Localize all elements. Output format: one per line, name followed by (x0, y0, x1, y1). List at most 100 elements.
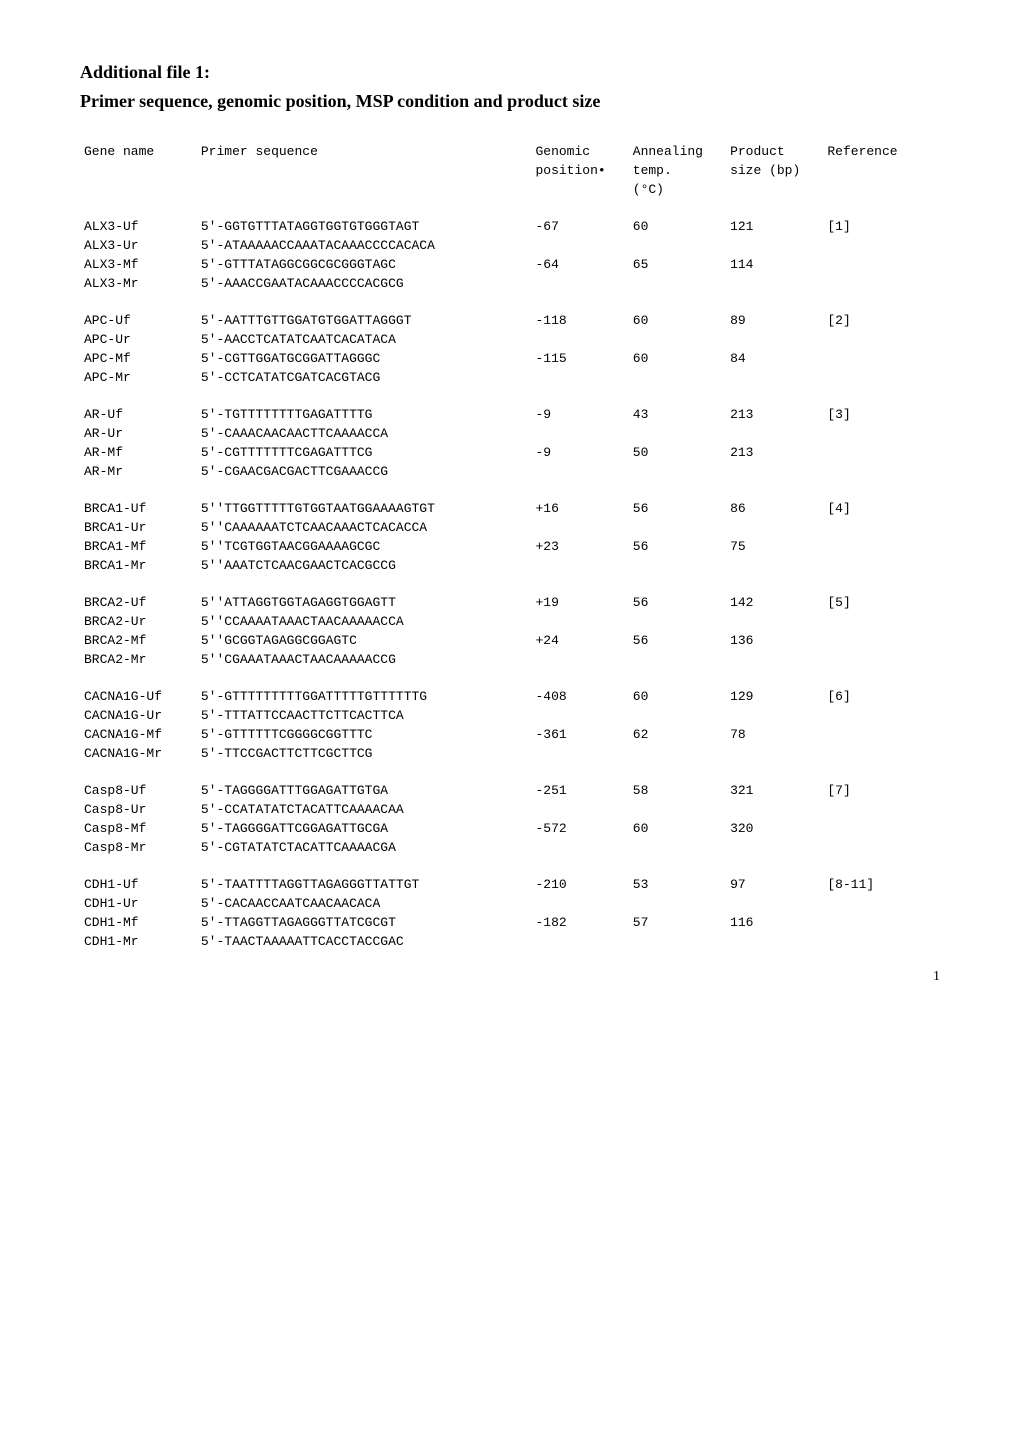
cell-gene: CDH1-Mr (80, 932, 197, 951)
cell-primer: 5'-AATTTGTTGGATGTGGATTAGGGT (197, 311, 532, 330)
table-row: ALX3-Ur5'-ATAAAAACCAAATACAAACCCCACACA (80, 236, 940, 255)
cell-ref (823, 913, 940, 932)
cell-pos (531, 612, 628, 631)
table-row: CDH1-Mf5'-TTAGGTTAGAGGGTTATCGCGT-1825711… (80, 913, 940, 932)
cell-temp: 60 (629, 819, 726, 838)
cell-pos: -64 (531, 255, 628, 274)
table-row: CACNA1G-Mf5'-GTTTTTTCGGGGCGGTTTC-3616278 (80, 725, 940, 744)
group-spacer (80, 951, 940, 969)
cell-ref (823, 932, 940, 951)
cell-size (726, 800, 823, 819)
cell-primer: 5'-CGAACGACGACTTCGAAACCG (197, 462, 532, 481)
cell-size (726, 236, 823, 255)
cell-temp (629, 706, 726, 725)
table-row: AR-Ur5'-CAAACAACAACTTCAAAACCA (80, 424, 940, 443)
cell-size: 321 (726, 781, 823, 800)
col-pos-header-1: Genomic (531, 142, 628, 161)
cell-primer: 5'-CCATATATCTACATTCAAAACAA (197, 800, 532, 819)
cell-temp (629, 368, 726, 387)
cell-ref: [6] (823, 687, 940, 706)
cell-temp: 56 (629, 537, 726, 556)
table-row: BRCA2-Uf5''ATTAGGTGGTAGAGGTGGAGTT+195614… (80, 593, 940, 612)
table-row: APC-Mf5'-CGTTGGATGCGGATTAGGGC-1156084 (80, 349, 940, 368)
cell-temp: 60 (629, 349, 726, 368)
doc-title: Additional file 1: (80, 60, 940, 85)
table-row: BRCA2-Ur5''CCAAAATAAACTAACAAAAACCA (80, 612, 940, 631)
table-row: ALX3-Mr5'-AAACCGAATACAAACCCCACGCG (80, 274, 940, 293)
cell-size (726, 838, 823, 857)
col-temp-header-1: Annealing (629, 142, 726, 161)
group-spacer (80, 387, 940, 405)
cell-ref: [4] (823, 499, 940, 518)
cell-ref (823, 443, 940, 462)
cell-ref (823, 650, 940, 669)
cell-size (726, 556, 823, 575)
col-size-header-1: Product (726, 142, 823, 161)
cell-gene: CDH1-Mf (80, 913, 197, 932)
cell-gene: APC-Mf (80, 349, 197, 368)
cell-gene: CACNA1G-Mf (80, 725, 197, 744)
cell-size (726, 706, 823, 725)
table-row: AR-Mr5'-CGAACGACGACTTCGAAACCG (80, 462, 940, 481)
cell-primer: 5'-ATAAAAACCAAATACAAACCCCACACA (197, 236, 532, 255)
table-row: AR-Uf5'-TGTTTTTTTTGAGATTTTG-943213[3] (80, 405, 940, 424)
cell-temp (629, 330, 726, 349)
cell-temp: 65 (629, 255, 726, 274)
table-row: ALX3-Uf5'-GGTGTTTATAGGTGGTGTGGGTAGT-6760… (80, 217, 940, 236)
table-row: APC-Uf5'-AATTTGTTGGATGTGGATTAGGGT-118608… (80, 311, 940, 330)
cell-size: 75 (726, 537, 823, 556)
cell-size: 320 (726, 819, 823, 838)
cell-size: 136 (726, 631, 823, 650)
cell-temp: 50 (629, 443, 726, 462)
col-temp-header-3: (°C) (629, 180, 726, 199)
cell-pos: -9 (531, 443, 628, 462)
col-size-header-2: size (bp) (726, 161, 823, 180)
cell-size (726, 894, 823, 913)
cell-ref (823, 744, 940, 763)
cell-ref (823, 800, 940, 819)
cell-primer: 5''CCAAAATAAACTAACAAAAACCA (197, 612, 532, 631)
table-row: AR-Mf5'-CGTTTTTTTCGAGATTTCG-950213 (80, 443, 940, 462)
cell-gene: BRCA1-Mr (80, 556, 197, 575)
cell-gene: BRCA1-Mf (80, 537, 197, 556)
cell-pos: +24 (531, 631, 628, 650)
cell-temp (629, 556, 726, 575)
table-row: BRCA1-Mr5''AAATCTCAACGAACTCACGCCG (80, 556, 940, 575)
cell-temp: 60 (629, 217, 726, 236)
cell-pos: -182 (531, 913, 628, 932)
cell-gene: APC-Mr (80, 368, 197, 387)
cell-pos (531, 706, 628, 725)
cell-temp (629, 800, 726, 819)
cell-pos: -67 (531, 217, 628, 236)
cell-pos (531, 556, 628, 575)
cell-size: 97 (726, 875, 823, 894)
cell-pos (531, 518, 628, 537)
table-row: BRCA2-Mf5''GCGGTAGAGGCGGAGTC+2456136 (80, 631, 940, 650)
cell-ref (823, 631, 940, 650)
cell-ref (823, 894, 940, 913)
cell-primer: 5'-CGTTTTTTTCGAGATTTCG (197, 443, 532, 462)
cell-primer: 5'-TAGGGGATTTGGAGATTGTGA (197, 781, 532, 800)
cell-pos (531, 424, 628, 443)
cell-pos (531, 650, 628, 669)
cell-ref: [7] (823, 781, 940, 800)
cell-gene: AR-Mr (80, 462, 197, 481)
cell-gene: AR-Ur (80, 424, 197, 443)
cell-gene: ALX3-Mr (80, 274, 197, 293)
cell-ref (823, 236, 940, 255)
cell-pos: -210 (531, 875, 628, 894)
cell-gene: BRCA2-Ur (80, 612, 197, 631)
cell-primer: 5'-CGTTGGATGCGGATTAGGGC (197, 349, 532, 368)
cell-temp (629, 650, 726, 669)
cell-gene: AR-Mf (80, 443, 197, 462)
cell-temp (629, 274, 726, 293)
col-pos-header-2: position• (531, 161, 628, 180)
cell-pos: +19 (531, 593, 628, 612)
cell-pos: -572 (531, 819, 628, 838)
group-spacer (80, 763, 940, 781)
cell-primer: 5'-AACCTCATATCAATCACATACA (197, 330, 532, 349)
table-row: Casp8-Uf5'-TAGGGGATTTGGAGATTGTGA-2515832… (80, 781, 940, 800)
cell-temp: 58 (629, 781, 726, 800)
table-row: BRCA2-Mr5''CGAAATAAACTAACAAAAACCG (80, 650, 940, 669)
cell-temp: 60 (629, 687, 726, 706)
